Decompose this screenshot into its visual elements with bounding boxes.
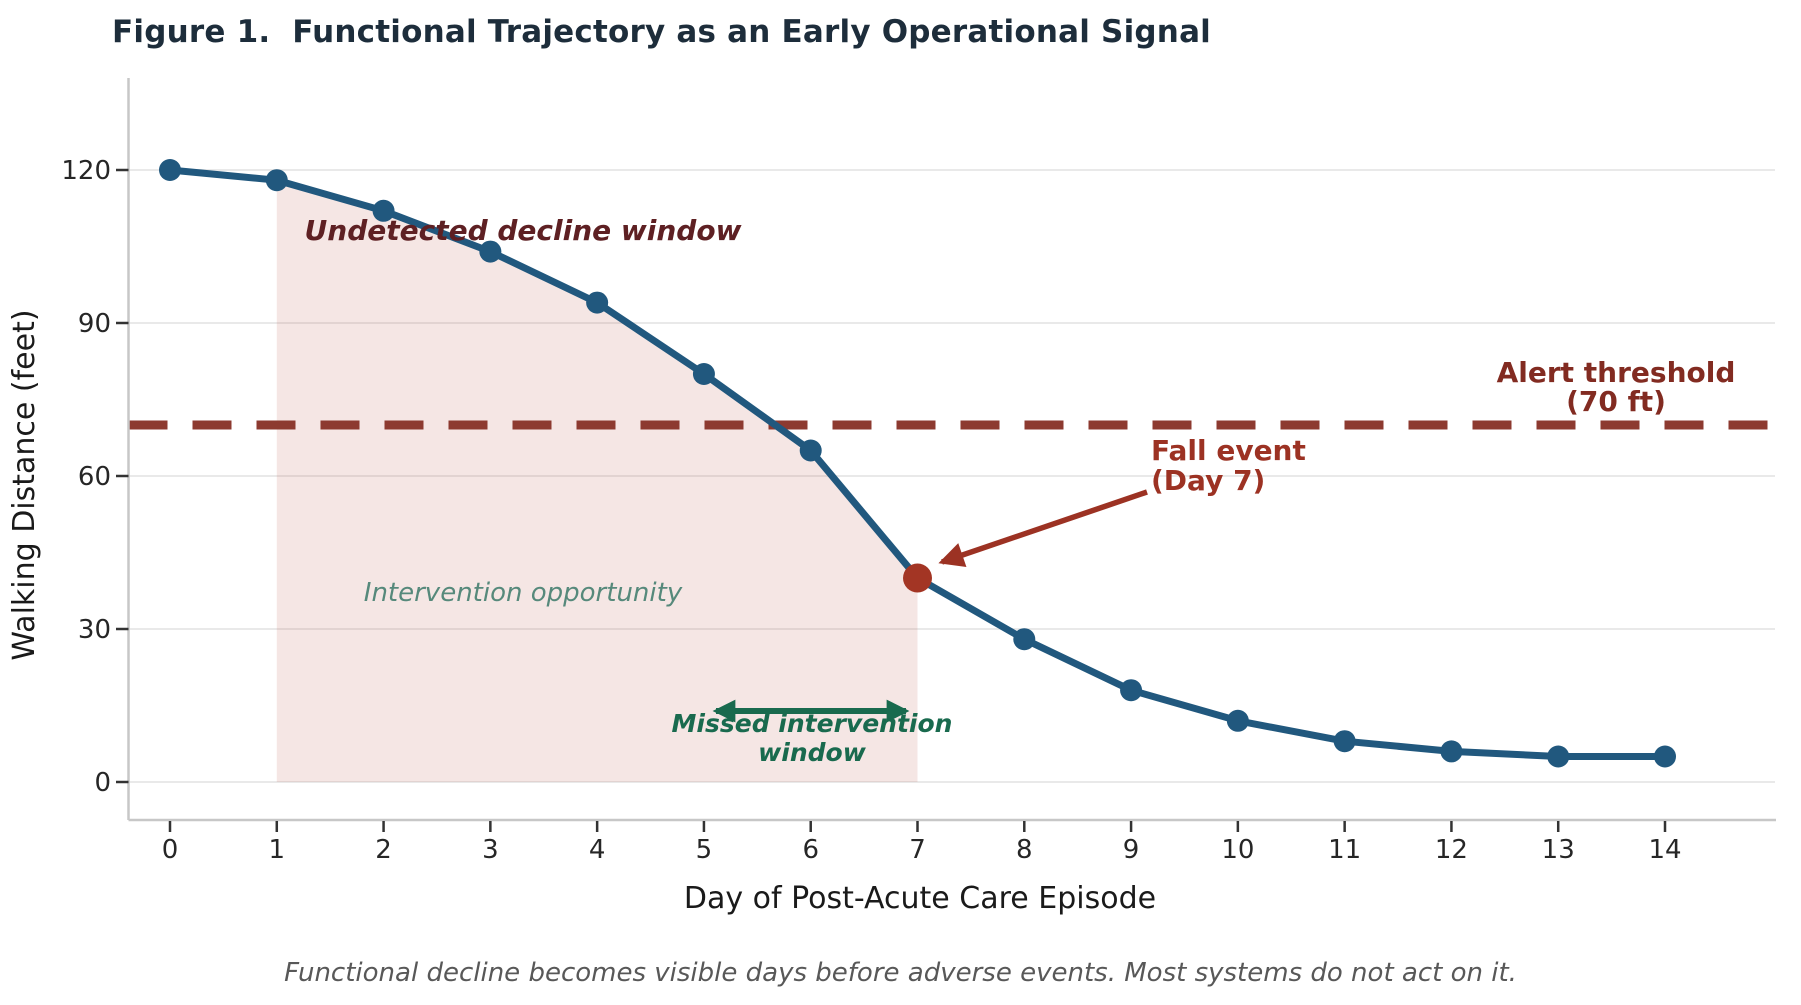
annotation-intervention-opportunity: Intervention opportunity: [364, 578, 683, 608]
x-tick-label-13: 13: [1542, 835, 1575, 865]
data-point-day-13: [1547, 745, 1570, 768]
x-tick-label-9: 9: [1123, 835, 1140, 865]
x-tick-label-4: 4: [589, 835, 606, 865]
shaded-region-layer: [276, 180, 918, 782]
y-tick-label-60: 60: [78, 462, 111, 492]
annotation-fall-event-line2: (Day 7): [1151, 464, 1265, 497]
annotation-missed-window-line1: Missed intervention: [672, 709, 953, 738]
x-tick-label-7: 7: [909, 835, 926, 865]
y-tick-label-120: 120: [61, 156, 111, 186]
x-axis-title: Day of Post-Acute Care Episode: [684, 881, 1156, 916]
annotations-layer: Undetected decline window Intervention o…: [305, 214, 1736, 767]
data-point-day-11: [1333, 730, 1356, 753]
y-tick-label-90: 90: [78, 309, 111, 339]
x-tick-label-2: 2: [375, 835, 392, 865]
y-tick-label-30: 30: [78, 615, 111, 645]
x-tick-label-11: 11: [1328, 835, 1361, 865]
fall-event-marker: [903, 563, 933, 593]
x-tick-label-1: 1: [269, 835, 286, 865]
annotation-undetected-decline-window: Undetected decline window: [305, 214, 742, 247]
series-layer: [159, 159, 1677, 768]
data-point-day-14: [1654, 745, 1677, 768]
data-point-day-0: [159, 159, 181, 181]
x-tick-label-5: 5: [696, 835, 713, 865]
intervention-region: [276, 180, 918, 782]
data-point-day-5: [692, 363, 715, 385]
data-point-day-12: [1440, 740, 1463, 763]
data-point-day-6: [799, 439, 822, 462]
x-tick-label-6: 6: [802, 835, 819, 865]
gridlines: [128, 169, 1775, 783]
annotation-alert-threshold-line1: Alert threshold: [1497, 356, 1736, 389]
x-tick-label-14: 14: [1648, 835, 1681, 865]
axis-titles: Walking Distance (feet) Day of Post-Acut…: [7, 309, 1156, 916]
data-point-day-4: [586, 291, 609, 314]
figure-caption: Functional decline becomes visible days …: [284, 958, 1517, 988]
data-point-day-9: [1120, 679, 1143, 702]
x-tick-label-10: 10: [1221, 835, 1254, 865]
fall-event-arrow: [938, 489, 1148, 568]
data-point-day-10: [1226, 709, 1249, 732]
data-point-day-2: [372, 199, 395, 222]
annotation-alert-threshold-line2: (70 ft): [1566, 385, 1666, 418]
x-tick-label-12: 12: [1435, 835, 1468, 865]
x-tick-label-8: 8: [1016, 835, 1033, 865]
x-tick-label-3: 3: [482, 835, 499, 865]
y-tick-label-0: 0: [94, 768, 111, 798]
x-tick-label-0: 0: [162, 835, 179, 865]
y-axis-title: Walking Distance (feet): [7, 309, 42, 660]
data-point-day-8: [1013, 628, 1036, 651]
data-point-day-3: [479, 240, 502, 263]
annotation-fall-event-line1: Fall event: [1151, 434, 1306, 467]
annotation-missed-window-line2: window: [758, 738, 867, 767]
data-point-day-1: [265, 169, 288, 192]
figure-title: Figure 1. Functional Trajectory as an Ea…: [112, 14, 1212, 50]
